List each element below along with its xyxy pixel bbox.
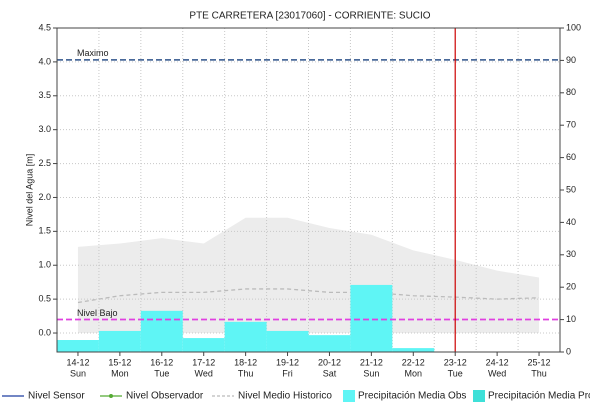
x-day-label: Mon [405, 368, 423, 378]
y-tick-label: 0.0 [38, 327, 51, 337]
x-tick-label: 16-12 [150, 357, 173, 367]
x-tick-label: 17-12 [192, 357, 215, 367]
precip-bar [140, 310, 183, 352]
y-tick-label: 0.5 [38, 294, 51, 304]
reference-label: Nivel Bajo [77, 308, 118, 318]
x-tick-label: 18-12 [234, 357, 257, 367]
x-day-label: Wed [488, 368, 506, 378]
x-day-label: Fri [282, 368, 293, 378]
x-tick-label: 21-12 [360, 357, 383, 367]
y-tick-label: 3.0 [38, 124, 51, 134]
y2-tick-label: 30 [566, 249, 576, 259]
y2-tick-label: 0 [566, 346, 571, 356]
legend-label: Precipitación Media Obs [358, 391, 466, 402]
y2-tick-label: 80 [566, 87, 576, 97]
reference-label: Maximo [77, 48, 109, 58]
x-day-label: Mon [111, 368, 129, 378]
x-day-label: Sat [323, 368, 337, 378]
y-tick-label: 4.0 [38, 56, 51, 66]
y2-tick-label: 70 [566, 120, 576, 130]
legend-label: Nivel Observador [126, 391, 204, 402]
x-tick-label: 24-12 [486, 357, 509, 367]
level-line [77, 288, 540, 304]
y2-tick-label: 90 [566, 55, 576, 65]
y-tick-label: 1.5 [38, 226, 51, 236]
y2-tick-label: 10 [566, 314, 576, 324]
x-day-label: Tue [448, 368, 463, 378]
x-day-label: Thu [531, 368, 547, 378]
x-day-label: Wed [195, 368, 213, 378]
legend-label: Precipitación Media Pro [488, 391, 590, 402]
x-tick-label: 22-12 [402, 357, 425, 367]
legend-swatch [343, 390, 355, 402]
y2-tick-label: 100 [566, 22, 581, 32]
x-day-label: Sun [363, 368, 379, 378]
precip-bar [308, 335, 351, 352]
y-tick-label: 4.5 [38, 22, 51, 32]
precip-bar [266, 330, 309, 352]
y-tick-label: 3.5 [38, 90, 51, 100]
y2-tick-label: 40 [566, 217, 576, 227]
y2-tick-label: 60 [566, 152, 576, 162]
historic-range [77, 217, 540, 334]
x-day-label: Thu [238, 368, 254, 378]
y-tick-label: 2.0 [38, 192, 51, 202]
legend-swatch [473, 390, 485, 402]
precip-bar [224, 321, 267, 352]
legend-label: Nivel Medio Historico [238, 391, 332, 402]
x-tick-label: 23-12 [444, 357, 467, 367]
x-tick-label: 14-12 [66, 357, 89, 367]
y-tick-label: 1.0 [38, 260, 51, 270]
y2-tick-label: 50 [566, 184, 576, 194]
chart-title: PTE CARRETERA [23017060] - CORRIENTE: SU… [189, 11, 430, 22]
legend-dot [109, 394, 113, 398]
x-day-label: Tue [154, 368, 169, 378]
y-tick-label: 2.5 [38, 158, 51, 168]
x-day-label: Sun [70, 368, 86, 378]
y-axis-label: Nivel del Agua [m] [24, 154, 34, 227]
precip-bar [57, 340, 99, 352]
legend-label: Nivel Sensor [28, 391, 85, 402]
precip-bar [350, 284, 393, 352]
y2-tick-label: 20 [566, 282, 576, 292]
precip-bar [392, 348, 435, 352]
precip-bar [98, 330, 141, 352]
x-tick-label: 25-12 [528, 357, 551, 367]
x-tick-label: 19-12 [276, 357, 299, 367]
x-tick-label: 20-12 [318, 357, 341, 367]
precip-bar [182, 338, 225, 352]
x-tick-label: 15-12 [108, 357, 131, 367]
plot-frame [56, 27, 561, 353]
